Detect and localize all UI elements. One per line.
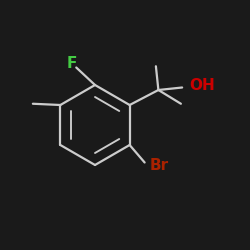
- Text: OH: OH: [189, 78, 215, 93]
- Text: F: F: [66, 56, 77, 70]
- Text: Br: Br: [149, 158, 168, 172]
